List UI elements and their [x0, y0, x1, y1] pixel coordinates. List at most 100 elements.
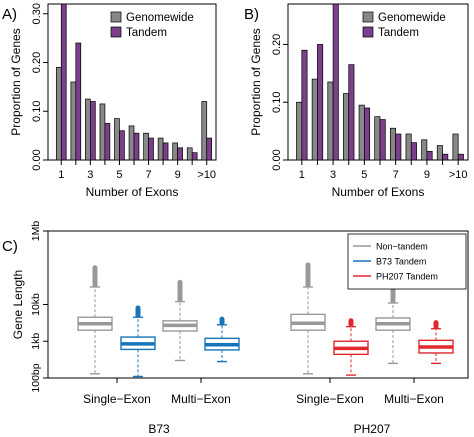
x-tick-label: 7	[393, 169, 399, 181]
bar-genomewide	[374, 116, 381, 161]
bar-genomewide	[85, 98, 91, 161]
panel-b-bar-chart: 0.00 0.10 0.20 1 3 5 7 9 >10 Number of Exons Propo…	[244, 3, 469, 199]
y-tick-label: 100bp	[30, 363, 42, 392]
group-label: Single−Exon	[83, 392, 151, 406]
bar-tandem	[332, 3, 339, 161]
bar-tandem	[133, 132, 140, 161]
x-tick-label: 1	[58, 169, 64, 181]
y-tick-label: 1Mb	[30, 221, 42, 242]
group-label: Single−Exon	[296, 392, 364, 406]
bar-genomewide	[296, 101, 303, 161]
bar-tandem	[442, 153, 449, 161]
bar-tandem	[348, 64, 355, 161]
panel-a-bar-chart: 0.00 0.10 0.20 0.30 1 3 5 7 9 >10 Number of Exons P…	[2, 3, 217, 199]
group-label: Multi−Exon	[171, 392, 231, 406]
bar-genomewide	[114, 118, 120, 161]
y-tick-label: 0.10	[271, 92, 283, 113]
x-tick-label: 7	[145, 169, 151, 181]
x-tick-label: 1	[299, 169, 305, 181]
bar-genomewide	[311, 78, 318, 161]
y-tick-label: 0.20	[271, 34, 283, 55]
bar-genomewide	[201, 101, 208, 161]
y-tick-label: 1kb	[30, 333, 42, 350]
bar-genomewide	[143, 132, 149, 161]
bar-tandem	[317, 44, 324, 161]
legend-swatch-tandem	[110, 26, 122, 38]
x-tick-label: >10	[197, 169, 216, 181]
bar-genomewide	[327, 81, 334, 161]
y-axis-title: Gene Length	[11, 270, 25, 339]
box-b73-tandem	[120, 305, 156, 378]
legend-label: PH207 Tandem	[376, 272, 438, 282]
box-non-tandem	[290, 262, 326, 375]
bar-genomewide	[436, 145, 443, 161]
genotype-label-ph207: PH207	[354, 422, 391, 436]
bar-tandem	[206, 137, 213, 161]
bar-tandem	[90, 101, 96, 161]
legend-label: Non−tandem	[376, 242, 428, 252]
bar-genomewide	[55, 67, 62, 161]
bar-tandem	[364, 107, 371, 161]
group-label: Multi−Exon	[384, 392, 444, 406]
x-axis-title: Number of Exons	[86, 185, 179, 199]
y-tick-label: 0.00	[271, 149, 283, 170]
bar-tandem	[457, 153, 464, 161]
bar-genomewide	[389, 127, 396, 161]
x-tick-label: 5	[361, 169, 367, 181]
panel-c-boxplot: 100bp 1kb 10kb 1Mb Gene Length C) Single−Exon M…	[2, 221, 469, 436]
box-b73-tandem	[204, 316, 240, 363]
bar-genomewide	[70, 81, 77, 161]
bar-genomewide	[186, 147, 193, 161]
x-axis-title: Number of Exons	[332, 185, 425, 199]
bar-tandem	[426, 150, 433, 161]
x-tick-label: 9	[424, 169, 430, 181]
box-non-tandem	[375, 280, 411, 365]
genotype-label-b73: B73	[148, 422, 170, 436]
bar-genomewide	[452, 133, 459, 161]
x-tick-label: 5	[116, 169, 122, 181]
bar-tandem	[177, 147, 183, 161]
bar-genomewide	[157, 137, 164, 161]
bar-genomewide	[172, 142, 178, 161]
y-tick-label: 10kb	[30, 293, 42, 316]
legend-swatch-genomewide	[110, 11, 122, 23]
bar-tandem	[410, 142, 417, 161]
bar-tandem	[162, 142, 169, 161]
y-axis-title: Proportion of Genes	[9, 28, 23, 135]
bar-tandem	[191, 152, 198, 161]
bar-tandem	[395, 133, 402, 161]
bar-genomewide	[99, 103, 106, 161]
bar-genomewide	[343, 93, 350, 161]
bar-tandem	[148, 137, 154, 161]
legend-label: Genomewide	[126, 12, 194, 24]
x-tick-label: 3	[330, 169, 336, 181]
y-tick-label: 0.30	[31, 3, 43, 24]
y-tick-label: 0.00	[31, 149, 43, 170]
y-tick-label: 0.20	[31, 52, 43, 73]
panel-label: A)	[2, 6, 17, 23]
bar-genomewide	[421, 139, 428, 161]
bar-genomewide	[405, 133, 412, 161]
x-tick-label: 9	[175, 169, 181, 181]
box-ph207-tandem	[333, 318, 369, 376]
legend-label: Tandem	[378, 27, 419, 39]
bar-tandem	[379, 119, 386, 161]
bar-genomewide	[128, 125, 135, 161]
x-tick-label: >10	[449, 169, 468, 181]
box-non-tandem	[77, 265, 113, 375]
legend-label: Genomewide	[378, 12, 446, 24]
bar-tandem	[104, 123, 111, 161]
legend-swatch-genomewide	[362, 11, 374, 23]
bar-tandem	[60, 3, 67, 161]
bar-tandem	[119, 130, 125, 161]
panel-label: C)	[2, 238, 18, 255]
bar-tandem	[75, 42, 82, 161]
y-tick-label: 0.10	[31, 101, 43, 122]
legend-swatch-tandem	[362, 26, 374, 38]
bar-genomewide	[358, 104, 365, 161]
x-tick-label: 3	[87, 169, 93, 181]
panel-label: B)	[244, 6, 259, 23]
box-ph207-tandem	[418, 320, 454, 365]
bar-tandem	[301, 49, 308, 161]
